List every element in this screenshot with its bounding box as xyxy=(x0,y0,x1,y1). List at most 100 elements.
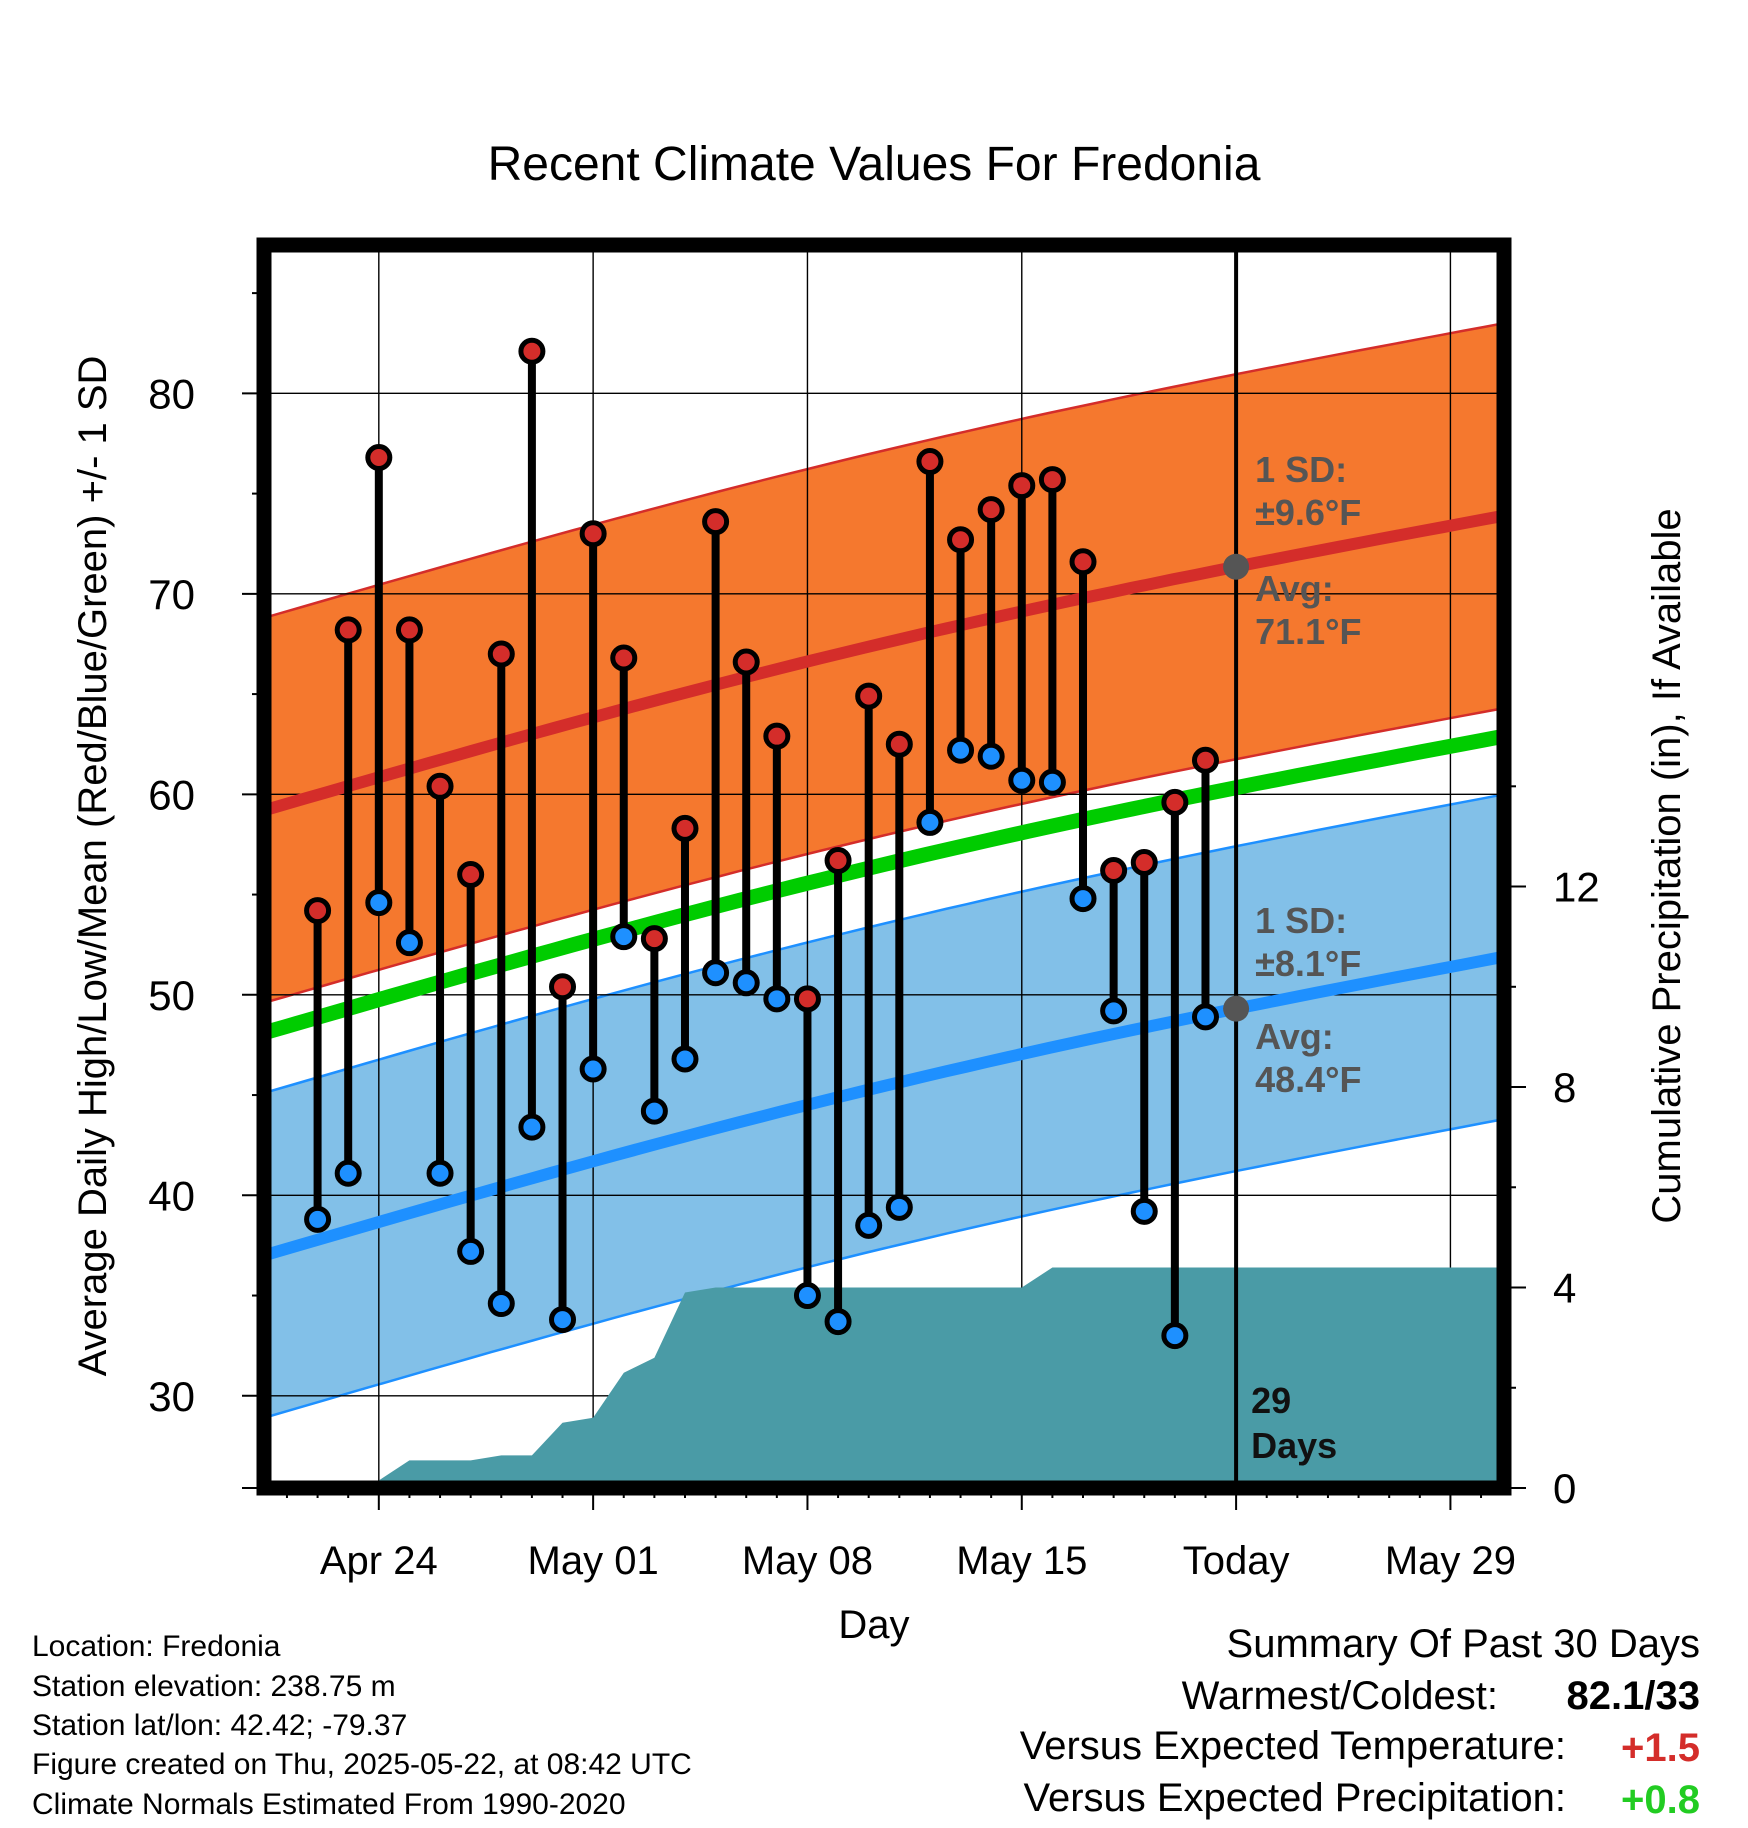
chart-title: Recent Climate Values For Fredonia xyxy=(488,138,1261,191)
daily-low-point xyxy=(977,742,1005,770)
daily-high-point xyxy=(610,644,638,672)
x-tick-label: May 29 xyxy=(1385,1539,1516,1583)
daily-high-point xyxy=(426,772,454,800)
daily-high-point xyxy=(395,616,423,644)
y2-axis-label: Cumulative Precipitation (in), If Availa… xyxy=(1645,508,1689,1223)
avg-low-label: Avg: xyxy=(1255,1016,1334,1057)
daily-low-point xyxy=(885,1193,913,1221)
y2-tick-label: 12 xyxy=(1553,864,1600,911)
daily-low-point xyxy=(1008,766,1036,794)
x-tick-label: Today xyxy=(1183,1539,1290,1583)
daily-low-point xyxy=(640,1097,668,1125)
today-days-count: 29 xyxy=(1251,1380,1291,1421)
footer-created: Figure created on Thu, 2025-05-22, at 08… xyxy=(32,1748,692,1781)
low-sd-band xyxy=(271,795,1497,1416)
y-tick-label: 30 xyxy=(148,1373,195,1420)
footer-location: Location: Fredonia xyxy=(32,1630,281,1663)
daily-low-point xyxy=(457,1237,485,1265)
low-sd-value: ±8.1°F xyxy=(1255,943,1361,984)
footer-normals: Climate Normals Estimated From 1990-2020 xyxy=(32,1788,626,1821)
y-tick-label: 40 xyxy=(148,1172,195,1219)
today-days-unit: Days xyxy=(1251,1425,1337,1466)
precip-area xyxy=(376,1267,1497,1481)
daily-high-point xyxy=(1038,466,1066,494)
footer-latlon: Station lat/lon: 42.42; -79.37 xyxy=(32,1709,408,1742)
high-sd-band xyxy=(271,324,1497,1001)
daily-low-point xyxy=(304,1205,332,1233)
footer-elevation: Station elevation: 238.75 m xyxy=(32,1670,396,1703)
low-sd-label: 1 SD: xyxy=(1255,900,1347,941)
daily-high-point xyxy=(334,616,362,644)
daily-high-point xyxy=(1008,472,1036,500)
summary-warm-cold-value: 82.1/33 xyxy=(1566,1674,1700,1718)
y2-tick-label: 0 xyxy=(1553,1465,1576,1512)
daily-high-point xyxy=(579,520,607,548)
y-tick-label: 50 xyxy=(148,972,195,1019)
plot-frame xyxy=(256,237,1512,1496)
daily-low-point xyxy=(1161,1322,1189,1350)
daily-high-point xyxy=(304,897,332,925)
daily-low-point xyxy=(395,929,423,957)
daily-low-point xyxy=(487,1290,515,1318)
y-tick-label: 60 xyxy=(148,771,195,818)
daily-low-point xyxy=(1100,997,1128,1025)
daily-high-point xyxy=(916,448,944,476)
daily-high-point xyxy=(732,648,760,676)
summary-temp-value: +1.5 xyxy=(1621,1726,1700,1770)
daily-high-point xyxy=(855,682,883,710)
x-tick-label: May 08 xyxy=(742,1539,873,1583)
daily-high-point xyxy=(1069,548,1097,576)
daily-high-point xyxy=(518,337,546,365)
daily-high-point xyxy=(1100,857,1128,885)
normal-high-line xyxy=(271,510,1497,815)
y2-tick-label: 8 xyxy=(1553,1064,1576,1111)
daily-high-point xyxy=(885,730,913,758)
x-tick-label: Apr 24 xyxy=(320,1539,438,1583)
daily-low-point xyxy=(763,985,791,1013)
today-avg-low-marker xyxy=(1223,995,1250,1022)
daily-high-point xyxy=(671,814,699,842)
daily-low-point xyxy=(610,923,638,951)
high-sd-value: ±9.6°F xyxy=(1255,492,1361,533)
y-axis-label: Average Daily High/Low/Mean (Red/Blue/Gr… xyxy=(71,356,115,1377)
daily-low-point xyxy=(947,736,975,764)
daily-low-point xyxy=(365,889,393,917)
daily-high-point xyxy=(793,985,821,1013)
high-sd-label: 1 SD: xyxy=(1255,449,1347,490)
daily-low-point xyxy=(1038,768,1066,796)
summary-title: Summary Of Past 30 Days xyxy=(1226,1622,1700,1666)
daily-low-point xyxy=(855,1211,883,1239)
y-tick-label: 70 xyxy=(148,571,195,618)
daily-high-point xyxy=(977,496,1005,524)
daily-low-point xyxy=(1069,885,1097,913)
avg-low-value: 48.4°F xyxy=(1255,1059,1361,1100)
y2-tick-label: 4 xyxy=(1553,1265,1576,1312)
daily-high-point xyxy=(640,925,668,953)
daily-low-point xyxy=(1191,1003,1219,1031)
summary-precip-label: Versus Expected Precipitation: xyxy=(1023,1776,1566,1820)
high-sd-upper-edge xyxy=(271,323,1497,618)
daily-high-point xyxy=(763,722,791,750)
summary-precip-value: +0.8 xyxy=(1621,1778,1700,1822)
x-axis-label: Day xyxy=(838,1603,909,1647)
daily-low-point xyxy=(426,1159,454,1187)
daily-high-point xyxy=(487,640,515,668)
daily-high-point xyxy=(457,861,485,889)
low-sd-lower-edge xyxy=(271,1119,1497,1418)
daily-high-point xyxy=(1191,746,1219,774)
daily-low-point xyxy=(518,1113,546,1141)
daily-low-point xyxy=(334,1159,362,1187)
daily-high-point xyxy=(549,973,577,1001)
daily-low-point xyxy=(702,959,730,987)
daily-high-point xyxy=(824,846,852,874)
daily-low-point xyxy=(824,1308,852,1336)
daily-high-point xyxy=(1130,848,1158,876)
avg-high-value: 71.1°F xyxy=(1255,611,1361,652)
daily-low-point xyxy=(732,969,760,997)
daily-high-point xyxy=(947,526,975,554)
avg-high-label: Avg: xyxy=(1255,568,1334,609)
daily-high-point xyxy=(1161,788,1189,816)
daily-low-point xyxy=(579,1055,607,1083)
x-tick-label: May 01 xyxy=(528,1539,659,1583)
